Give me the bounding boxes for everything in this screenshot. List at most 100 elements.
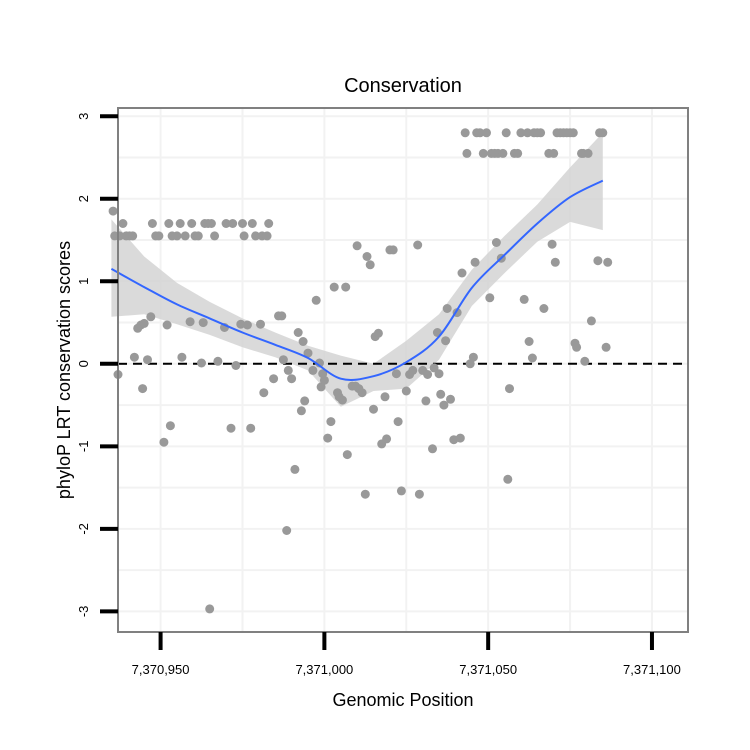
data-point-40 <box>221 219 231 228</box>
data-point-20 <box>164 219 174 228</box>
data-point-115 <box>439 400 449 410</box>
y-tick-label-3: 0 <box>76 360 91 367</box>
y-tick-label-4: 1 <box>76 278 91 285</box>
data-point-38 <box>213 356 223 366</box>
data-point-65 <box>296 406 306 416</box>
data-point-174 <box>603 257 613 267</box>
data-point-140 <box>503 474 513 484</box>
data-point-69 <box>308 365 318 375</box>
data-point-168 <box>583 148 593 158</box>
data-point-50 <box>251 231 261 241</box>
data-point-49 <box>247 219 257 228</box>
data-point-148 <box>527 353 537 363</box>
data-point-67 <box>300 396 310 406</box>
data-point-4 <box>118 219 128 228</box>
y-tick-label-5: 2 <box>76 195 91 202</box>
data-point-117 <box>442 304 452 313</box>
data-point-75 <box>323 433 333 443</box>
data-point-85 <box>352 241 362 251</box>
data-point-15 <box>147 219 157 228</box>
data-point-114 <box>436 389 446 399</box>
data-point-42 <box>228 219 238 228</box>
y-tick-label-6: 3 <box>76 113 91 120</box>
data-point-132 <box>485 293 495 303</box>
data-point-76 <box>326 417 336 427</box>
data-point-31 <box>197 358 206 368</box>
data-point-118 <box>446 394 455 404</box>
data-point-63 <box>290 464 300 474</box>
data-point-101 <box>396 486 406 496</box>
data-point-56 <box>269 374 279 384</box>
data-point-62 <box>287 374 297 384</box>
data-point-116 <box>441 336 451 346</box>
data-point-18 <box>159 437 169 447</box>
data-point-96 <box>382 434 392 444</box>
x-tick-label-1: 7,371,000 <box>295 662 353 677</box>
data-point-35 <box>205 604 215 614</box>
data-point-108 <box>421 396 431 406</box>
data-point-21 <box>165 421 175 431</box>
data-point-82 <box>342 450 352 460</box>
data-point-139 <box>501 128 511 138</box>
data-point-45 <box>238 219 247 228</box>
y-tick-label-2: -1 <box>76 441 91 453</box>
data-point-7 <box>128 231 138 241</box>
data-point-113 <box>434 369 444 379</box>
data-point-144 <box>516 128 526 138</box>
data-point-129 <box>475 128 485 138</box>
data-point-66 <box>298 337 308 346</box>
smooth-fit-line <box>110 179 604 381</box>
data-points <box>108 128 613 614</box>
x-tick-label-2: 7,371,050 <box>459 662 517 677</box>
data-point-88 <box>360 489 370 499</box>
data-point-152 <box>539 304 549 313</box>
data-point-156 <box>550 257 560 267</box>
data-point-59 <box>278 355 288 365</box>
data-point-12 <box>139 318 149 328</box>
data-point-162 <box>568 128 578 138</box>
data-point-90 <box>365 260 375 270</box>
data-point-91 <box>369 404 378 414</box>
y-tick-label-0: -3 <box>76 606 91 618</box>
data-point-11 <box>138 384 148 394</box>
data-point-172 <box>598 128 608 138</box>
y-axis: -3 -2 -1 0 1 2 3 <box>76 113 118 617</box>
data-point-80 <box>337 395 347 405</box>
data-point-106 <box>414 489 424 499</box>
data-point-131 <box>482 128 491 138</box>
data-point-23 <box>172 231 182 241</box>
data-point-135 <box>491 238 501 247</box>
data-point-170 <box>593 256 603 266</box>
data-point-146 <box>523 128 532 138</box>
data-point-151 <box>536 128 546 138</box>
data-point-141 <box>505 384 514 394</box>
y-axis-title: phyloP LRT conservation scores <box>54 241 74 499</box>
data-point-145 <box>519 294 529 304</box>
data-point-143 <box>513 148 523 158</box>
data-point-70 <box>311 295 321 305</box>
data-point-77 <box>329 282 339 292</box>
data-point-41 <box>226 423 236 433</box>
x-axis: 7,370,950 7,371,000 7,371,050 7,371,100 <box>132 632 681 677</box>
confidence-band-area <box>111 132 603 407</box>
data-point-89 <box>362 252 372 261</box>
data-point-44 <box>236 319 246 329</box>
data-point-122 <box>457 268 467 278</box>
data-point-51 <box>256 319 265 329</box>
data-point-0 <box>108 206 118 216</box>
data-point-43 <box>231 361 241 370</box>
data-point-98 <box>388 245 398 255</box>
data-point-17 <box>154 231 164 241</box>
x-tick-label-3: 7,371,100 <box>623 662 681 677</box>
data-point-53 <box>259 388 269 398</box>
data-point-30 <box>193 231 203 241</box>
x-tick-label-0: 7,370,950 <box>132 662 190 677</box>
smooth-curve <box>110 179 604 381</box>
plot-panel-border <box>117 107 689 633</box>
data-point-48 <box>246 423 256 433</box>
data-point-100 <box>393 417 403 427</box>
data-point-37 <box>210 231 220 241</box>
data-point-61 <box>283 365 293 375</box>
data-point-58 <box>277 311 287 321</box>
